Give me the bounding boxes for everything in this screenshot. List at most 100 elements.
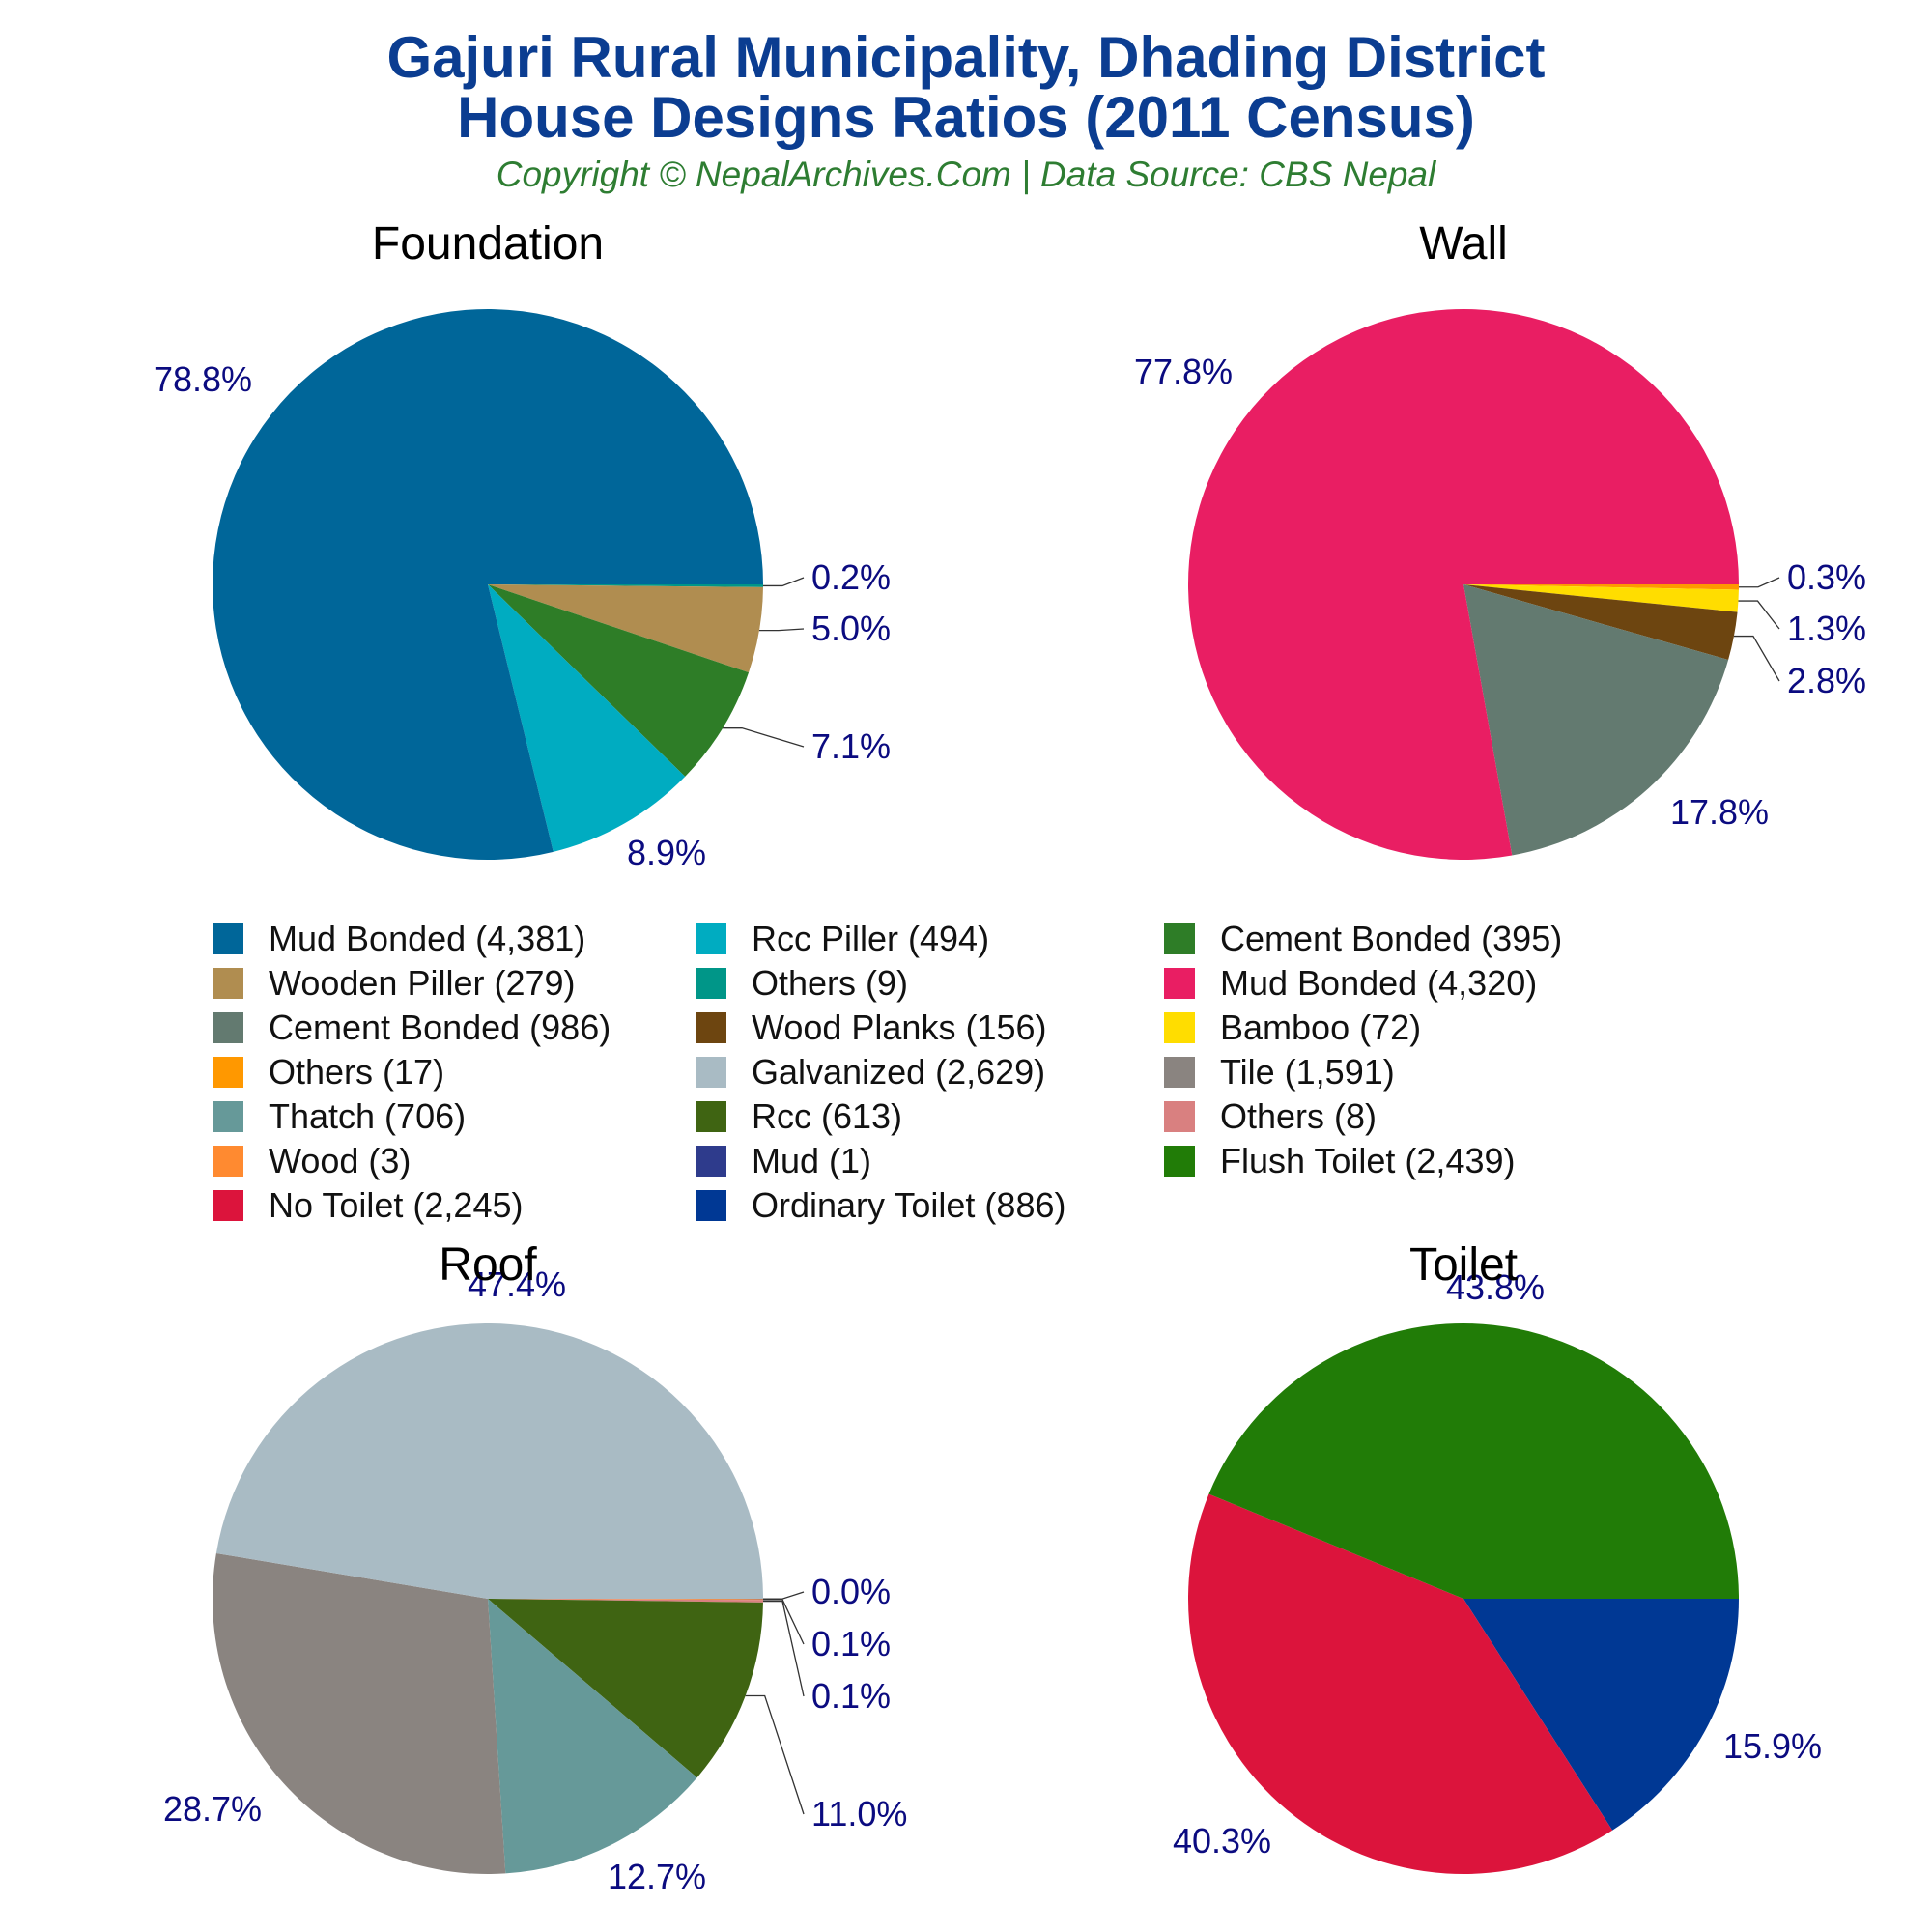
pie-slice-roof-wood [488,1599,763,1601]
legend-swatch [696,1101,726,1132]
legend-label: Rcc Piller (494) [752,919,990,958]
legend-label: Bamboo (72) [1220,1008,1422,1047]
legend-item: Mud Bonded (4,381) [213,918,585,960]
legend-label: Mud Bonded (4,320) [1220,963,1538,1003]
percent-label-roof-tile: 28.7% [163,1789,262,1829]
pie-toilet: 15.9% 40.3% 43.8% [1173,1267,1822,1874]
percent-label-wall-wood-planks: 2.8% [1787,661,1866,700]
pie-slice-roof-rcc [488,1599,763,1778]
pie-slice-foundation-cement-bonded [488,584,750,777]
percent-label-roof-thatch: 12.7% [608,1857,706,1896]
pie-title-foundation: Foundation [372,218,604,270]
legend-swatch [696,1146,726,1177]
legend-item: Bamboo (72) [1164,1007,1421,1049]
leader-line-roof-wood [762,1599,805,1645]
legend-swatch [1164,1057,1195,1088]
percent-label-toilet-flush-toilet: 43.8% [1446,1267,1545,1307]
percent-label-foundation-rcc-piller: 8.9% [627,833,706,872]
legend-swatch [696,923,726,954]
legend-swatch [1164,968,1195,999]
pie-title-roof: Roof [439,1239,537,1291]
legend-item: Others (8) [1164,1095,1377,1138]
leader-line-foundation-others [762,577,805,587]
percent-label-foundation-cement-bonded: 7.1% [811,726,891,766]
pie-title-toilet: Toilet [1409,1239,1518,1291]
legend-item: No Toilet (2,245) [213,1184,523,1227]
pie-slice-roof-galvanized [215,1323,763,1599]
pie-slice-wall-bamboo [1463,584,1739,612]
legend-label: Wood (3) [269,1141,412,1180]
legend-label: Others (9) [752,963,909,1003]
legend-label: Ordinary Toilet (886) [752,1185,1066,1225]
legend-swatch [213,968,243,999]
leader-line-wall-others [1738,577,1780,588]
legend-item: Others (17) [213,1051,444,1094]
legend-swatch [213,1057,243,1088]
pie-wall: 0.3% 1.3% 2.8% 17.8% 77.8% [1134,308,1866,860]
legend-item: Thatch (706) [213,1095,466,1138]
leader-line-foundation-cement-bonded [723,727,805,748]
pie-slice-roof-thatch [488,1599,697,1874]
legend-label: Mud (1) [752,1141,872,1180]
legend-swatch [696,968,726,999]
pie-slice-foundation-rcc-piller [488,584,686,852]
legend-item: Wood Planks (156) [696,1007,1047,1049]
pie-title-wall: Wall [1419,218,1508,270]
pie-slice-wall-wood-planks [1463,584,1738,661]
legend-item: Cement Bonded (395) [1164,918,1562,960]
percent-label-foundation-mud-bonded: 78.8% [154,359,252,399]
percent-label-toilet-ordinary-toilet: 15.9% [1723,1726,1822,1766]
legend-label: Flush Toilet (2,439) [1220,1141,1516,1180]
pie-slice-foundation-others [488,584,764,587]
legend-label: Rcc (613) [752,1096,903,1136]
pie-roof: 0.0% 0.1% 0.1% 11.0% 12.7% 28.7% 47.4% [163,1264,907,1896]
legend-swatch [213,1146,243,1177]
leader-line-roof-mud [762,1591,805,1600]
legend-item: Tile (1,591) [1164,1051,1395,1094]
legend-item: Others (9) [696,962,908,1005]
legend-swatch [1164,1101,1195,1132]
leader-line-foundation-wooden-piller [758,628,805,632]
chart-title-line-2: House Designs Ratios (2011 Census) [457,85,1475,150]
leader-line-wall-bamboo [1738,600,1780,630]
legend: Mud Bonded (4,381) Rcc Piller (494) Cement… [213,918,1662,1236]
percent-label-roof-rcc: 11.0% [811,1794,907,1833]
legend-label: No Toilet (2,245) [269,1185,524,1225]
percent-label-wall-mud-bonded: 77.8% [1134,352,1233,391]
legend-swatch [696,1057,726,1088]
leader-line-roof-others [762,1600,805,1697]
legend-label: Cement Bonded (395) [1220,919,1563,958]
legend-swatch [213,1101,243,1132]
legend-label: Tile (1,591) [1220,1052,1395,1092]
legend-swatch [1164,1012,1195,1043]
legend-swatch [696,1190,726,1221]
legend-item: Mud Bonded (4,320) [1164,962,1537,1005]
pie-slice-roof-others [488,1599,763,1603]
legend-label: Thatch (706) [269,1096,467,1136]
pie-slice-toilet-no-toilet [1187,1493,1613,1874]
legend-swatch [1164,1146,1195,1177]
legend-swatch [213,1012,243,1043]
leader-line-wall-wood-planks [1733,635,1780,682]
legend-label: Wooden Piller (279) [269,963,576,1003]
pie-slice-toilet-flush-toilet [1208,1322,1739,1599]
chart-title-line-1: Gajuri Rural Municipality, Dhading Distr… [386,25,1546,90]
legend-item: Wooden Piller (279) [213,962,576,1005]
legend-item: Cement Bonded (986) [213,1007,611,1049]
percent-label-wall-bamboo: 1.3% [1787,609,1866,648]
pie-slice-wall-others [1463,584,1740,590]
legend-swatch [696,1012,726,1043]
pie-slice-toilet-ordinary-toilet [1463,1599,1739,1831]
legend-item: Galvanized (2,629) [696,1051,1045,1094]
percent-label-foundation-wooden-piller: 5.0% [811,609,891,648]
legend-label: Wood Planks (156) [752,1008,1047,1047]
pie-slice-wall-mud-bonded [1188,308,1739,860]
legend-swatch [213,1190,243,1221]
chart-subtitle: Copyright © NepalArchives.Com | Data Sou… [496,155,1436,194]
legend-item: Rcc Piller (494) [696,918,989,960]
percent-label-roof-wood: 0.1% [811,1624,891,1663]
legend-swatch [1164,923,1195,954]
pie-slice-wall-cement-bonded [1463,584,1729,856]
pie-foundation: 0.2% 5.0% 7.1% 8.9% 78.8% [154,308,891,872]
